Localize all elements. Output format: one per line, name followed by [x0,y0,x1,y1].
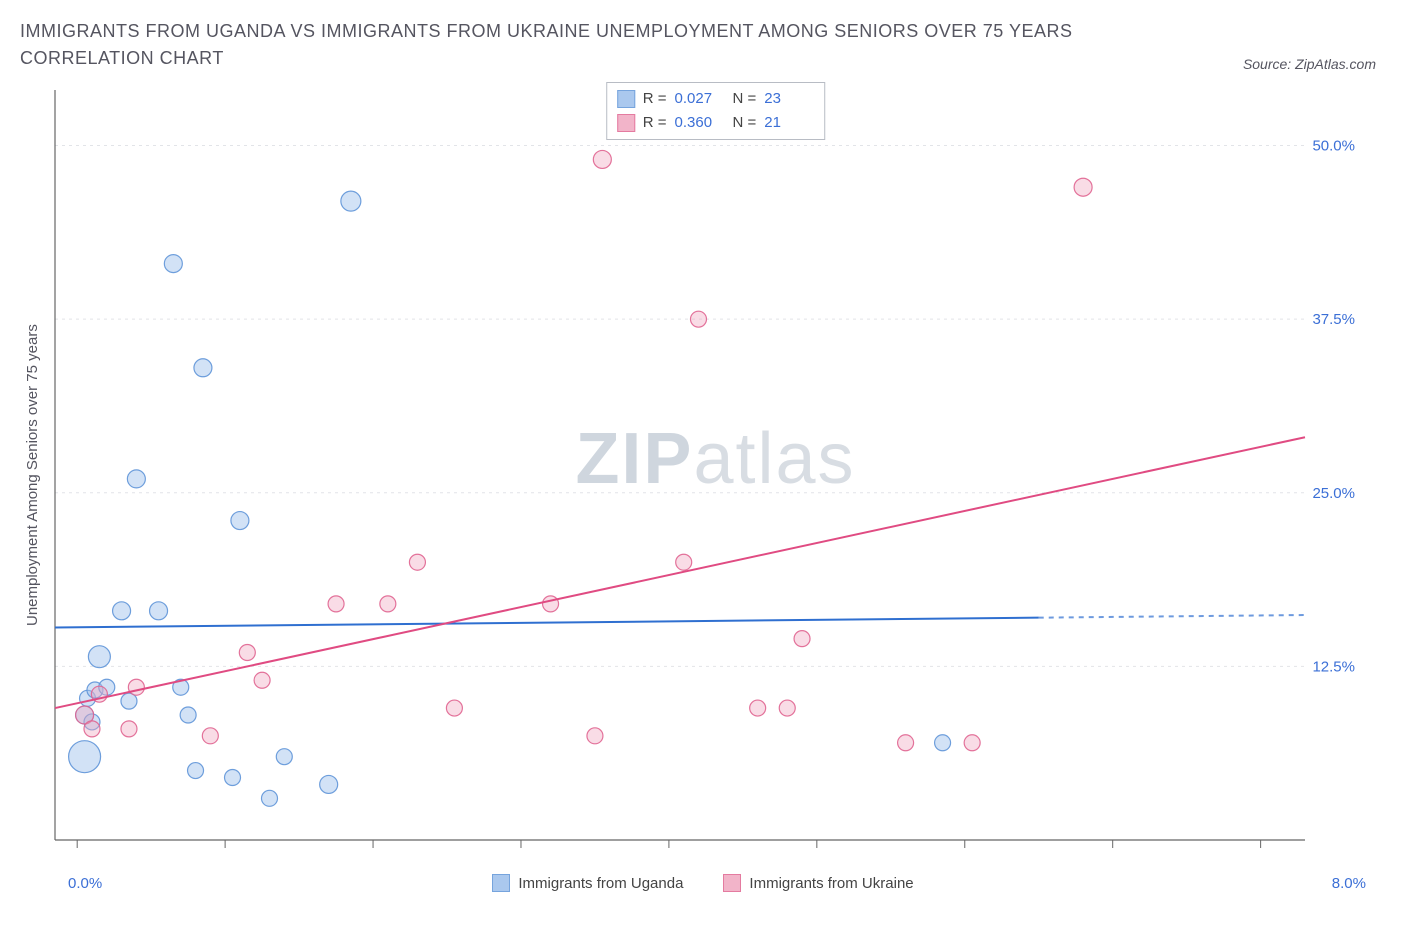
legend-item-ukraine: Immigrants from Ukraine [723,874,913,892]
swatch-ukraine [723,874,741,892]
n-value-ukraine: 21 [764,111,814,135]
swatch-ukraine [617,114,635,132]
svg-text:25.0%: 25.0% [1312,485,1355,502]
stats-row-ukraine: R = 0.360 N = 21 [617,111,815,135]
stats-legend: R = 0.027 N = 23 R = 0.360 N = 21 [606,82,826,140]
x-tick-min: 0.0% [68,875,102,892]
series-legend: 0.0% Immigrants from Uganda Immigrants f… [20,870,1386,892]
source-label: Source: ZipAtlas.com [1243,56,1386,72]
y-axis-label: Unemployment Among Seniors over 75 years [20,80,45,870]
swatch-uganda [617,90,635,108]
scatter-chart: 50.0% 37.5% 25.0% 12.5% [45,80,1355,870]
legend-item-uganda: Immigrants from Uganda [492,874,683,892]
r-value-uganda: 0.027 [675,87,725,111]
svg-text:37.5%: 37.5% [1312,311,1355,328]
chart-title: IMMIGRANTS FROM UGANDA VS IMMIGRANTS FRO… [20,18,1170,72]
r-value-ukraine: 0.360 [675,111,725,135]
n-value-uganda: 23 [764,87,814,111]
swatch-uganda [492,874,510,892]
x-tick-max: 8.0% [1332,875,1366,892]
svg-text:50.0%: 50.0% [1312,138,1355,155]
svg-text:12.5%: 12.5% [1312,658,1355,675]
stats-row-uganda: R = 0.027 N = 23 [617,87,815,111]
